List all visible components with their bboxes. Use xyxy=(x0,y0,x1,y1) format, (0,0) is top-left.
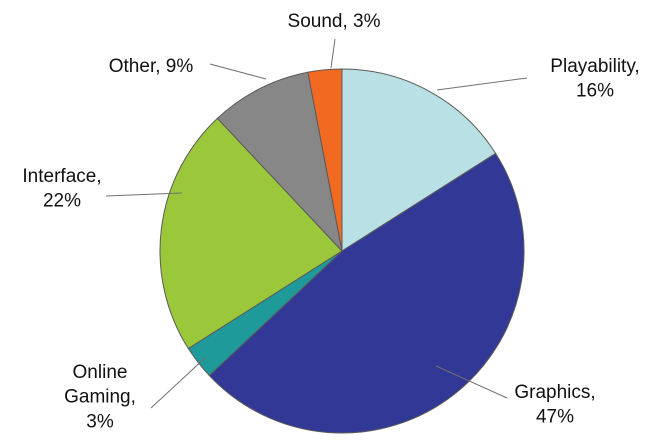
leader-line-interface xyxy=(105,192,183,197)
slice-label-line: Gaming, xyxy=(64,387,136,408)
slice-label-sound: Sound, 3% xyxy=(288,11,381,32)
pie-slice-graphics xyxy=(208,152,525,434)
slice-label-line: Other, 9% xyxy=(109,56,194,77)
leader-line-online-gaming xyxy=(150,356,207,409)
slice-label-interface: Interface, 22% xyxy=(22,166,101,212)
pie-slice-interface xyxy=(159,117,343,350)
leader-line-playability xyxy=(436,77,528,91)
slice-label-other: Other, 9% xyxy=(109,56,194,77)
slice-label-line: Graphics, xyxy=(514,382,595,403)
slice-label-line: Interface, xyxy=(22,166,101,187)
slice-label-playability: Playability, 16% xyxy=(550,56,639,102)
slice-label-line: 3% xyxy=(86,411,114,432)
slice-label-online-gaming: Online Gaming, 3% xyxy=(64,362,136,432)
slice-labels: Playability, 16% Graphics, 47% Online Gaming,… xyxy=(22,11,639,432)
pie-slices xyxy=(159,68,525,434)
slice-label-line: Sound, 3% xyxy=(288,11,381,32)
pie-slice-sound xyxy=(307,68,343,252)
slice-label-graphics: Graphics, 47% xyxy=(514,382,595,428)
slice-label-line: 22% xyxy=(43,191,81,212)
leader-line-sound xyxy=(330,38,336,69)
leader-line-other xyxy=(209,63,267,80)
pie-slice-playability xyxy=(341,68,497,252)
leader-line-graphics xyxy=(435,365,508,399)
slice-label-line: 47% xyxy=(536,407,574,428)
pie-slice-other xyxy=(216,71,343,253)
slice-label-line: Playability, xyxy=(550,56,639,77)
slice-label-line: 16% xyxy=(576,81,614,102)
leader-lines xyxy=(105,38,528,409)
slice-label-line: Online xyxy=(73,362,128,383)
